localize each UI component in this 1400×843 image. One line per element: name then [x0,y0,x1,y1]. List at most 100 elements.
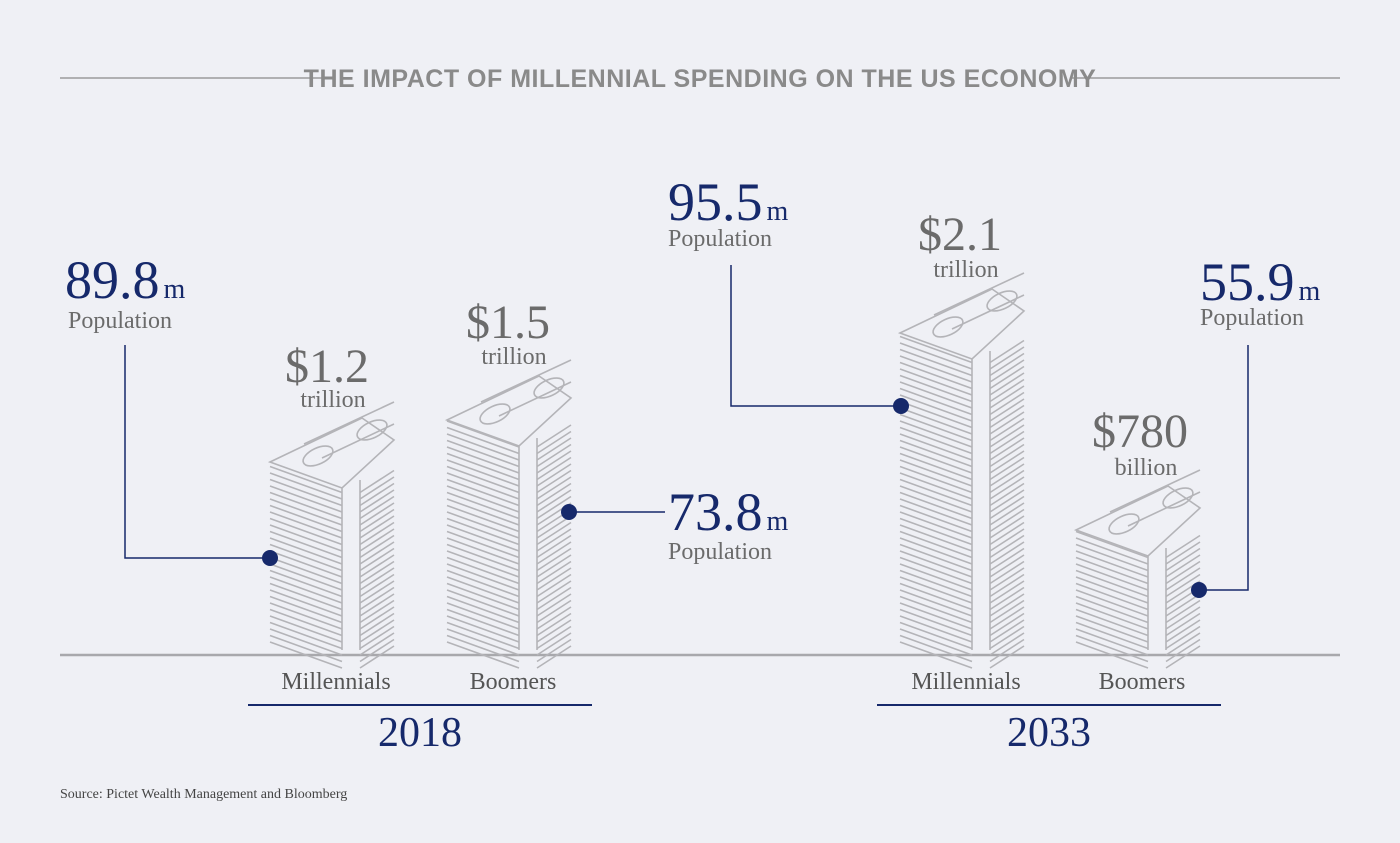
amount: $2.1 [918,208,1002,261]
callout-line [124,345,270,559]
callout-dot [1191,582,1207,598]
stack-layer [1075,563,1201,591]
stack-layer [899,355,1025,383]
stack-layer [446,446,572,474]
stack-layer [269,550,395,578]
stack-layer [269,608,395,637]
stack-layer [1075,543,1201,572]
stack-layer [899,491,1025,520]
category-label: Millennials [281,669,390,695]
stack-layer [269,537,395,565]
population-label: Population [668,226,772,252]
stack-layer [899,608,1025,637]
stack-layer [1075,634,1201,663]
stack-layer [899,511,1025,539]
category-label: Boomers [470,669,557,695]
stack-layer [899,459,1025,487]
stack-layer [446,543,572,572]
stack-layer [446,628,572,656]
callout-line [730,265,901,407]
stack-layer [899,348,1025,377]
stack-layer [899,374,1025,403]
callout-line [1199,345,1249,591]
population-unit: m [164,274,186,305]
stack-layer [899,433,1025,461]
stack-layer [1075,615,1201,643]
stack-layer [899,530,1025,559]
category-label: Millennials [911,669,1020,695]
stack-layer [269,576,395,604]
stack-layer [269,628,395,656]
population-unit: m [1299,276,1321,307]
stack-layer [899,556,1025,585]
stack-layer [899,361,1025,390]
bill-emblem [1108,513,1140,535]
callout-dot [262,550,278,566]
stack-layer [446,465,572,494]
stack-top [444,375,573,447]
money-stack [444,359,573,669]
stack-layer [269,634,395,663]
stack-layer [899,452,1025,481]
stack-layer [899,537,1025,565]
stack-layer [446,517,572,546]
money-stack [267,401,396,669]
stack-layer [899,485,1025,513]
stack-layer [446,478,572,507]
stack-top [1073,485,1202,557]
population-number: 55.9 [1200,252,1295,312]
stack-layer [269,543,395,572]
stack-layer [446,452,572,481]
bill-emblem [533,377,565,399]
stack-layer [1075,628,1201,656]
stack-layer [446,556,572,585]
stack-layer [269,602,395,630]
stack-layer [446,641,572,669]
stack-layer [446,439,572,468]
stack-layer [269,582,395,611]
stack-layer [899,641,1025,669]
year: 2033 [1007,710,1091,756]
stack-layer [269,641,395,669]
stack-layer [269,517,395,546]
bill-emblem [986,290,1018,312]
stack-layer [269,530,395,559]
stack-layer [446,426,572,455]
stack-layer [1075,621,1201,650]
stack-layer [1075,641,1201,669]
stack-layer [1075,569,1201,598]
stack-layer [1075,550,1201,578]
stack-layer [269,478,395,507]
stack-layer [446,433,572,461]
amount: $780 [1092,405,1188,458]
stack-layer [899,615,1025,643]
stack-top [897,288,1026,360]
bill-emblem [932,316,964,338]
stack-layer [1075,608,1201,637]
callout-dot [893,398,909,414]
stack-layer [899,478,1025,507]
population-value: 55.9 m [1200,252,1321,312]
stack-layer [269,569,395,598]
stack-layer [446,602,572,630]
stack-layer [899,368,1025,396]
stack-layer [269,589,395,617]
stack-layer [269,485,395,513]
stack-layer [446,569,572,598]
stack-layer [899,576,1025,604]
stack-layer [899,335,1025,364]
stack-layer [269,504,395,533]
amount-unit: trillion [300,387,365,413]
stack-layer [899,543,1025,572]
money-stack [897,272,1026,669]
bill-emblem [479,403,511,425]
amount: $1.5 [466,296,550,349]
callout-dot [561,504,577,520]
source: Source: Pictet Wealth Management and Blo… [60,787,347,802]
stack-layer [446,511,572,539]
stack-layer [446,582,572,611]
stack-layer [446,563,572,591]
stack-layer [899,439,1025,468]
stack-layer [899,628,1025,656]
stack-band [480,359,572,417]
